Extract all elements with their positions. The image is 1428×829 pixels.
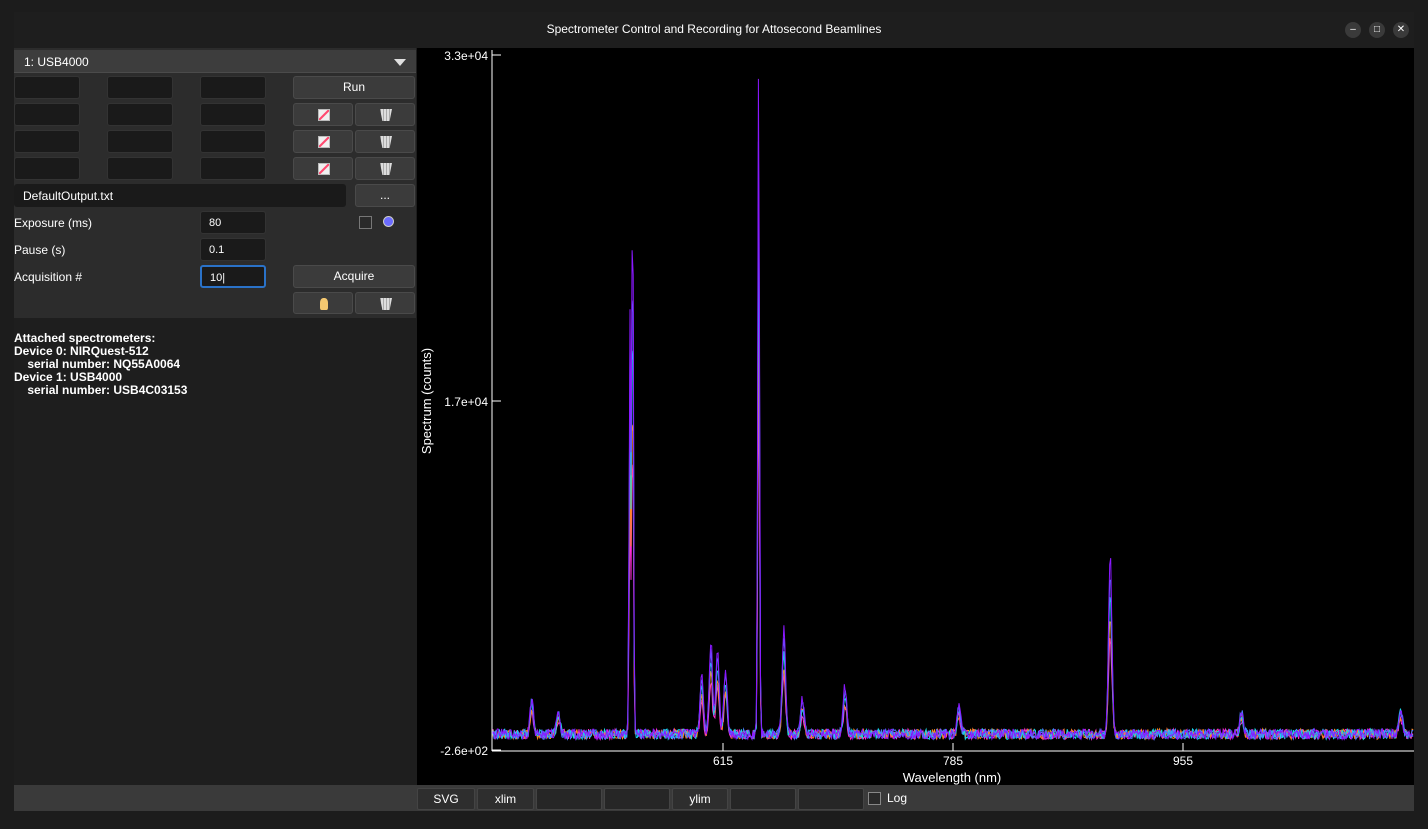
- plot-button-2[interactable]: [293, 103, 353, 126]
- spectrum-series-4: [491, 78, 1414, 742]
- y-tick-label: -2.6e+02: [440, 744, 488, 758]
- close-button[interactable]: ✕: [1393, 22, 1409, 38]
- roi-field-2a[interactable]: [14, 103, 80, 126]
- title-bar[interactable]: Spectrometer Control and Recording for A…: [14, 12, 1414, 48]
- spectrum-series-2: [491, 204, 1414, 741]
- trash-icon: [380, 163, 392, 175]
- exposure-input[interactable]: 80: [200, 211, 266, 234]
- console-output: Attached spectrometers: Device 0: NIRQue…: [14, 332, 187, 397]
- trash-icon: [380, 109, 392, 121]
- roi-field-3b[interactable]: [107, 130, 173, 153]
- svg-export-button[interactable]: SVG: [417, 788, 475, 810]
- roi-field-2c[interactable]: [200, 103, 266, 126]
- roi-field-4a[interactable]: [14, 157, 80, 180]
- bulb-icon: [320, 298, 328, 310]
- console-line: serial number: NQ55A0064: [14, 357, 181, 371]
- xlim-max-field[interactable]: [604, 788, 670, 810]
- console-line: Device 1: USB4000: [14, 370, 123, 384]
- chart-icon: [318, 163, 330, 175]
- spectrum-chart[interactable]: 3.3e+04 1.7e+04 -2.6e+02 615 785 955 Wav…: [417, 48, 1414, 785]
- output-file-input[interactable]: DefaultOutput.txt: [14, 184, 346, 207]
- ylim-button[interactable]: ylim: [672, 788, 728, 810]
- roi-field-3c[interactable]: [200, 130, 266, 153]
- console-line: Device 0: NIRQuest-512: [14, 344, 149, 358]
- x-tick-label: 615: [713, 754, 733, 768]
- exposure-value: 80: [209, 217, 222, 229]
- browse-button[interactable]: ...: [355, 184, 415, 207]
- x-axis-label: Wavelength (nm): [903, 770, 1002, 785]
- acquisition-value: 10|: [210, 272, 226, 284]
- device-select[interactable]: 1: USB4000: [14, 50, 416, 73]
- maximize-button[interactable]: □: [1369, 22, 1385, 38]
- pause-label: Pause (s): [14, 243, 66, 257]
- device-select-value: 1: USB4000: [24, 55, 89, 69]
- console-line: Attached spectrometers:: [14, 331, 156, 345]
- auto-exposure-checkbox[interactable]: [359, 216, 372, 229]
- chart-icon: [318, 136, 330, 148]
- x-tick-label: 785: [943, 754, 963, 768]
- xlim-min-field[interactable]: [536, 788, 602, 810]
- left-panel: 1: USB4000 Run: [14, 48, 416, 785]
- window-title: Spectrometer Control and Recording for A…: [546, 22, 882, 36]
- app-window: Spectrometer Control and Recording for A…: [14, 12, 1414, 811]
- clear-button-2[interactable]: [355, 103, 415, 126]
- clear-button-4[interactable]: [355, 157, 415, 180]
- trash-icon: [380, 136, 392, 148]
- log-scale-label: Log: [887, 791, 908, 805]
- roi-field-1b[interactable]: [107, 76, 173, 99]
- minimize-button[interactable]: –: [1345, 22, 1361, 38]
- run-button[interactable]: Run: [293, 76, 415, 99]
- roi-field-4c[interactable]: [200, 157, 266, 180]
- acquisition-label: Acquisition #: [14, 270, 83, 284]
- y-axis-label: Spectrum (counts): [419, 348, 434, 454]
- x-tick-label: 955: [1173, 754, 1193, 768]
- exposure-label: Exposure (ms): [14, 216, 93, 230]
- roi-field-1c[interactable]: [200, 76, 266, 99]
- background-button[interactable]: [293, 292, 353, 314]
- spectrum-traces: [491, 78, 1414, 742]
- acquire-button[interactable]: Acquire: [293, 265, 415, 288]
- acquisition-input[interactable]: 10|: [200, 265, 266, 288]
- roi-field-1a[interactable]: [14, 76, 80, 99]
- ylim-min-field[interactable]: [730, 788, 796, 810]
- y-tick-label: 1.7e+04: [444, 395, 488, 409]
- roi-field-4b[interactable]: [107, 157, 173, 180]
- plot-button-3[interactable]: [293, 130, 353, 153]
- log-scale-checkbox[interactable]: [868, 792, 881, 805]
- xlim-button[interactable]: xlim: [477, 788, 534, 810]
- plot-toolbar: SVG xlim ylim Log: [14, 785, 1414, 811]
- roi-field-2b[interactable]: [107, 103, 173, 126]
- plot-button-4[interactable]: [293, 157, 353, 180]
- spectrum-plot[interactable]: 3.3e+04 1.7e+04 -2.6e+02 615 785 955 Wav…: [417, 48, 1414, 785]
- ylim-max-field[interactable]: [798, 788, 864, 810]
- chart-icon: [318, 109, 330, 121]
- chevron-down-icon: [394, 59, 406, 66]
- clear-background-button[interactable]: [355, 292, 415, 314]
- clock-icon[interactable]: [383, 216, 394, 227]
- trash-icon: [380, 298, 392, 310]
- roi-field-3a[interactable]: [14, 130, 80, 153]
- y-tick-label: 3.3e+04: [444, 49, 488, 63]
- controls-panel: 1: USB4000 Run: [14, 48, 416, 318]
- pause-value: 0.1: [209, 244, 225, 256]
- clear-button-3[interactable]: [355, 130, 415, 153]
- output-file-value: DefaultOutput.txt: [23, 189, 114, 203]
- pause-input[interactable]: 0.1: [200, 238, 266, 261]
- console-line: serial number: USB4C03153: [14, 383, 188, 397]
